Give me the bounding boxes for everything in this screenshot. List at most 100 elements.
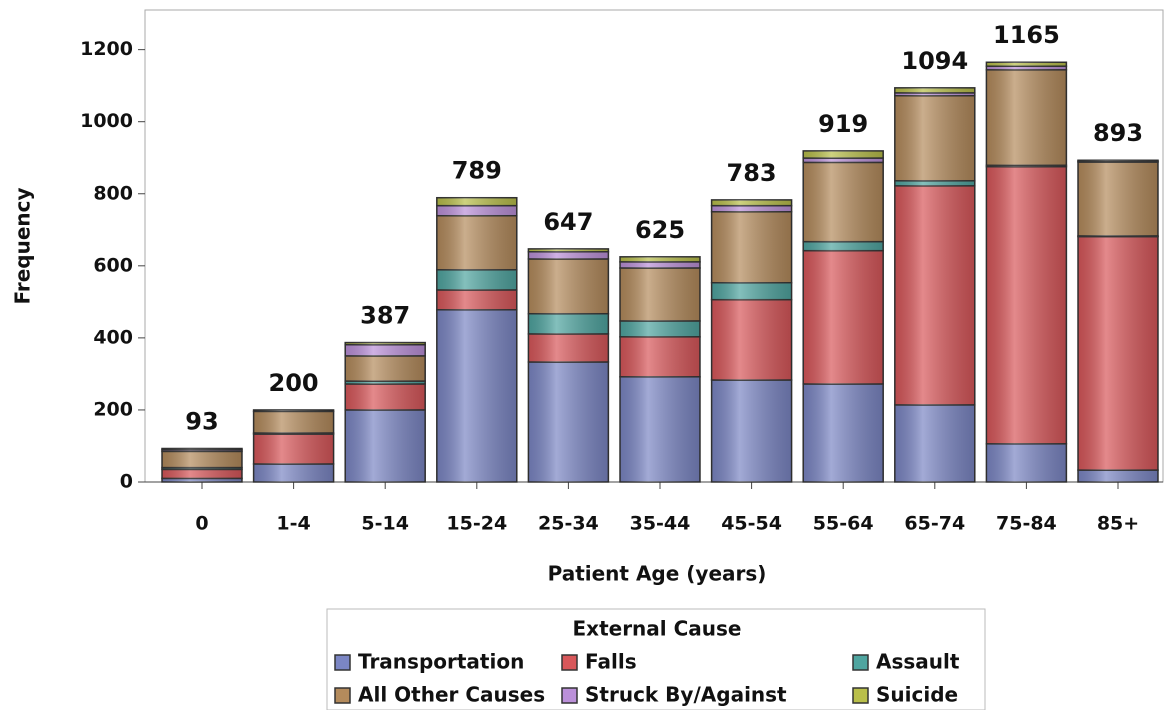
- bar-shine: [894, 404, 975, 482]
- bar-shine: [162, 478, 242, 482]
- bar-shine: [345, 409, 426, 482]
- bar-shine: [528, 362, 609, 482]
- bar-shine: [803, 150, 884, 159]
- bar-shine: [162, 469, 242, 479]
- total-label: 647: [543, 208, 593, 236]
- total-label: 200: [269, 369, 319, 397]
- bar-shine: [620, 336, 700, 377]
- x-tick-label: 5-14: [361, 513, 409, 535]
- legend-label: Suicide: [876, 683, 958, 707]
- x-axis-label: Patient Age (years): [548, 562, 767, 586]
- bar-shine: [1078, 162, 1158, 236]
- bar-shine: [436, 215, 517, 270]
- bar-shine: [162, 448, 242, 450]
- bar-shine: [894, 185, 975, 405]
- bar-shine: [345, 381, 426, 384]
- bar-shine: [894, 87, 975, 93]
- bar-shine: [162, 451, 242, 468]
- x-tick-label: 55-64: [813, 513, 874, 535]
- total-label: 387: [360, 302, 410, 330]
- x-tick-label: 35-44: [630, 513, 691, 535]
- x-tick-label: 1-4: [276, 513, 310, 535]
- bar-shine: [436, 205, 517, 216]
- bar-shine: [436, 269, 517, 290]
- bar-shine: [803, 383, 884, 482]
- bar-shine: [986, 66, 1067, 70]
- x-tick-label: 85+: [1097, 513, 1139, 535]
- x-tick-label: 0: [195, 513, 208, 535]
- legend-swatch: [334, 654, 351, 671]
- bar-shine: [620, 376, 700, 482]
- bar-shine: [620, 267, 700, 321]
- legend-swatch: [334, 687, 351, 704]
- bar-shine: [436, 197, 517, 206]
- x-tick-label: 65-74: [904, 513, 965, 535]
- legend-label: Assault: [876, 650, 960, 674]
- legend-label: All Other Causes: [358, 683, 545, 707]
- bar-shine: [894, 95, 975, 181]
- bar-shine: [253, 434, 334, 464]
- bar-shine: [436, 289, 517, 310]
- total-label: 893: [1093, 119, 1143, 147]
- total-label: 625: [635, 216, 685, 244]
- bar-shine: [803, 158, 884, 163]
- legend-label: Transportation: [358, 650, 524, 674]
- bar-shine: [253, 409, 334, 412]
- y-tick-label: 600: [93, 254, 133, 276]
- bar-shine: [620, 261, 700, 268]
- bar-shine: [711, 380, 792, 482]
- legend-box: [326, 608, 986, 710]
- bar-shine: [986, 69, 1067, 166]
- bar-shine: [986, 443, 1067, 482]
- bar-shine: [162, 449, 242, 452]
- y-axis-label: Frequency: [11, 187, 35, 304]
- bar-shine: [1078, 470, 1158, 482]
- bar-shine: [620, 256, 700, 262]
- legend-label: Struck By/Against: [585, 683, 787, 707]
- bar-shine: [528, 258, 609, 314]
- bar-shine: [803, 250, 884, 384]
- bar-shine: [894, 180, 975, 186]
- legend-swatch: [852, 654, 869, 671]
- legend-label: Falls: [585, 650, 637, 674]
- bar-shine: [162, 467, 242, 470]
- x-tick-label: 45-54: [721, 513, 782, 535]
- bar-shine: [345, 383, 426, 410]
- bar-shine: [345, 344, 426, 356]
- y-tick-label: 1000: [80, 110, 133, 132]
- bar-shine: [620, 320, 700, 337]
- bar-shine: [528, 248, 609, 252]
- bar-shine: [528, 333, 609, 363]
- legend-title: External Cause: [573, 617, 742, 641]
- total-label: 1094: [901, 47, 968, 75]
- y-tick-label: 400: [93, 326, 133, 348]
- bar-shine: [528, 251, 609, 259]
- bar-shine: [436, 309, 517, 482]
- total-label: 783: [727, 159, 777, 187]
- bar-shine: [803, 162, 884, 242]
- bar-shine: [711, 282, 792, 300]
- bar-shine: [986, 62, 1067, 67]
- total-label: 789: [452, 157, 502, 185]
- bar-shine: [711, 199, 792, 206]
- legend-swatch: [561, 654, 578, 671]
- total-label: 93: [185, 407, 218, 435]
- bar-shine: [253, 463, 334, 482]
- y-tick-label: 1200: [80, 38, 133, 60]
- bar-shine: [986, 166, 1067, 444]
- bar-shine: [253, 411, 334, 433]
- x-tick-label: 75-84: [996, 513, 1057, 535]
- bar-shine: [345, 342, 426, 345]
- bar-shine: [1078, 236, 1158, 471]
- y-tick-label: 0: [120, 471, 133, 493]
- x-tick-label: 25-34: [538, 513, 599, 535]
- bar-shine: [1078, 160, 1158, 161]
- bar-shine: [345, 355, 426, 382]
- bar-shine: [711, 211, 792, 283]
- y-tick-label: 200: [93, 398, 133, 420]
- total-label: 1165: [993, 21, 1060, 49]
- y-tick-label: 800: [93, 182, 133, 204]
- bar-shine: [711, 299, 792, 381]
- bar-shine: [711, 205, 792, 212]
- bar-shine: [528, 313, 609, 334]
